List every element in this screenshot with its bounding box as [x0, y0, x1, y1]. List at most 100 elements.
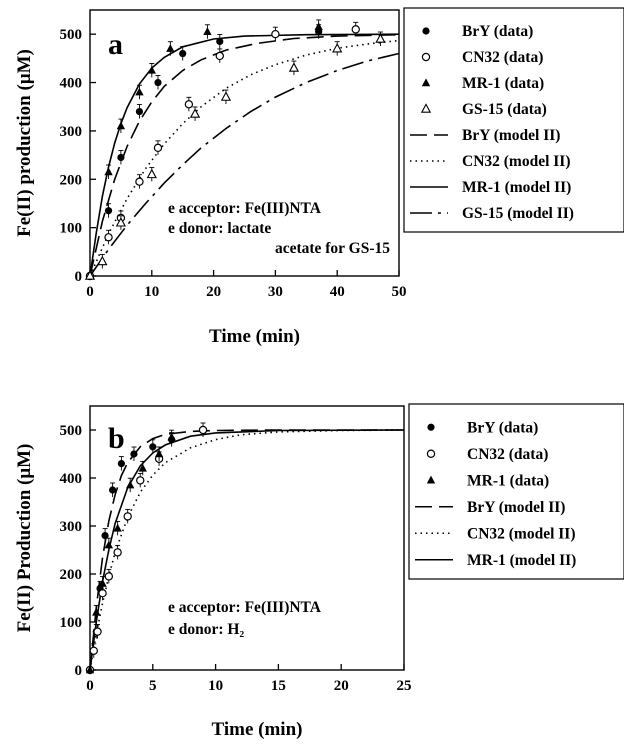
data-point: [421, 78, 431, 87]
data-point: [149, 443, 157, 451]
data-point: [420, 103, 432, 113]
x-tick-label: 0: [86, 678, 94, 694]
data-point: [116, 121, 126, 130]
model-curve: [89, 33, 400, 277]
data-point: [271, 29, 280, 39]
data-series: [85, 429, 176, 674]
data-point: [215, 51, 224, 61]
x-tick-label: 10: [208, 678, 223, 694]
data-point: [166, 44, 175, 52]
data-point: [203, 27, 212, 35]
data-point: [92, 607, 101, 616]
data-point: [101, 532, 109, 540]
data-point: [117, 460, 125, 468]
y-tick-label: 500: [60, 423, 83, 439]
data-point: [113, 548, 122, 557]
legend-entry: CN32 (data): [462, 49, 543, 66]
legend-entry: BrY (data): [462, 23, 533, 40]
legend-entry: MR-1 (model II): [462, 179, 571, 196]
data-series: [85, 422, 208, 675]
y-tick-label: 200: [60, 172, 83, 188]
x-tick-label: 20: [206, 284, 221, 300]
data-point: [104, 207, 113, 215]
data-point: [104, 572, 114, 581]
data-point: [104, 540, 114, 549]
legend-entry: MR-1 (data): [462, 75, 544, 92]
legend-entry: MR-1 (data): [467, 472, 549, 489]
data-point: [136, 476, 145, 485]
plot-frame: [89, 405, 405, 671]
y-tick-label: 400: [60, 76, 83, 92]
data-point: [426, 475, 436, 484]
y-tick-label: 300: [60, 519, 83, 535]
legend-entry: MR-1 (model II): [467, 552, 576, 569]
data-point: [154, 78, 162, 87]
data-point: [427, 423, 435, 431]
data-point: [351, 25, 360, 34]
y-tick-label: 500: [60, 27, 83, 43]
data-point: [147, 65, 156, 74]
y-tick-label: 100: [60, 615, 83, 631]
data-point: [422, 27, 430, 35]
model-curve: [89, 429, 404, 671]
data-point: [288, 62, 300, 72]
data-point: [167, 432, 176, 441]
y-tick-label: 200: [60, 567, 83, 583]
data-point: [130, 450, 138, 458]
data-point: [97, 255, 108, 266]
x-tick-label: 0: [86, 284, 94, 300]
panel-label: b: [108, 422, 125, 455]
plot-frame: [89, 9, 400, 277]
x-tick-label: 50: [392, 284, 407, 300]
data-point: [135, 107, 144, 116]
data-point: [98, 579, 107, 587]
legend-entry: GS-15 (model II): [462, 205, 574, 222]
data-point: [89, 646, 98, 656]
data-point: [125, 480, 135, 489]
legend-box: [408, 403, 624, 580]
data-point: [115, 217, 127, 227]
annotation-text: e acceptor: Fe(III)NTA: [168, 200, 322, 217]
legend-entry: BrY (data): [467, 419, 538, 436]
data-point: [113, 523, 122, 532]
legend-entry: BrY (model II): [462, 127, 560, 144]
data-point: [184, 100, 194, 109]
data-point: [85, 665, 95, 674]
data-point: [93, 627, 102, 636]
data-point: [138, 463, 147, 472]
x-tick-label: 5: [149, 678, 157, 694]
annotation-text: e acceptor: Fe(III)NTA: [168, 599, 322, 616]
annotation-text: e donor: H₂: [168, 621, 244, 638]
annotation-text: acetate for GS-15: [275, 240, 390, 257]
model-curve: [89, 429, 405, 671]
data-point: [220, 91, 232, 101]
data-point: [109, 486, 117, 494]
legend-box: [403, 7, 624, 233]
legend-entry: CN32 (model II): [462, 153, 571, 170]
data-point: [189, 108, 201, 118]
data-point: [146, 168, 157, 179]
data-point: [216, 37, 224, 46]
data-point: [135, 177, 144, 186]
legend-entry: CN32 (data): [467, 446, 548, 463]
x-tick-label: 20: [334, 678, 349, 694]
y-axis-label: Fe(II) production (μM): [14, 49, 35, 237]
x-axis-label: Time (min): [209, 326, 300, 347]
model-curve: [89, 429, 405, 671]
y-tick-label: 0: [75, 269, 83, 285]
data-point: [375, 33, 386, 43]
y-axis-label: Fe(II) Production (μM): [14, 444, 35, 633]
data-point: [198, 425, 208, 435]
data-point: [153, 143, 163, 153]
x-tick-label: 25: [397, 678, 412, 694]
x-tick-label: 30: [268, 284, 283, 300]
x-tick-label: 10: [144, 284, 159, 300]
data-series: [86, 432, 176, 674]
x-tick-label: 40: [330, 284, 345, 300]
legend-entry: CN32 (model II): [467, 525, 576, 542]
data-point: [117, 153, 125, 162]
data-point: [84, 270, 96, 280]
model-curve: [89, 39, 400, 277]
